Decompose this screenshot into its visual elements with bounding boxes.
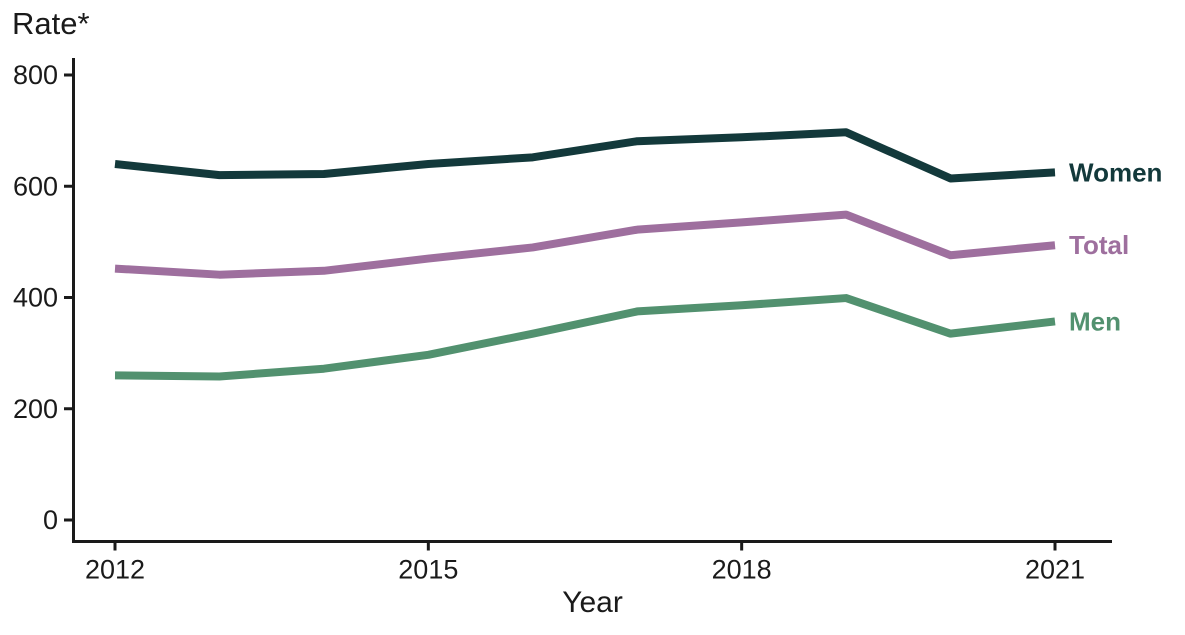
x-axis-title: Year	[562, 586, 623, 619]
x-tick-label-2018: 2018	[712, 555, 772, 585]
series-label-men: Men	[1069, 306, 1121, 336]
series-line-total	[114, 210, 1056, 279]
series-line-men	[114, 294, 1056, 381]
series-label-women: Women	[1069, 157, 1162, 187]
x-tick-label-2021: 2021	[1025, 555, 1085, 585]
y-tick-label-0: 0	[43, 505, 58, 535]
y-tick-label-200: 200	[13, 394, 58, 424]
y-tick-label-400: 400	[13, 283, 58, 313]
y-tick-label-600: 600	[13, 171, 58, 201]
y-axis-title: Rate*	[12, 6, 90, 41]
x-tick-label-2015: 2015	[398, 555, 458, 585]
y-tick-label-800: 800	[13, 60, 58, 90]
series-line-women	[114, 128, 1056, 183]
series-label-total: Total	[1069, 230, 1129, 260]
x-tick-label-2012: 2012	[85, 555, 145, 585]
